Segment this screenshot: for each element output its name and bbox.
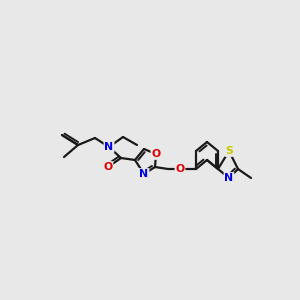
Text: N: N <box>104 142 114 152</box>
Text: O: O <box>176 164 184 174</box>
Text: N: N <box>224 173 234 183</box>
Text: N: N <box>140 169 148 179</box>
Text: O: O <box>103 162 112 172</box>
Text: O: O <box>152 149 160 159</box>
Text: S: S <box>225 146 233 156</box>
